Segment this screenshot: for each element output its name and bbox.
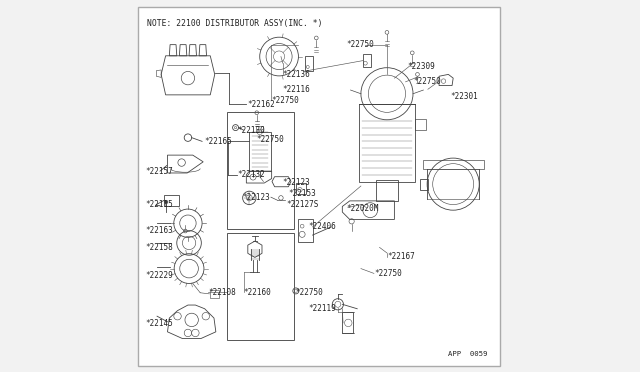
Text: *22750: *22750: [271, 96, 299, 105]
Text: *22160: *22160: [244, 288, 271, 296]
Bar: [376, 180, 398, 201]
Text: *22406: *22406: [309, 222, 337, 231]
Text: *22750: *22750: [346, 40, 374, 49]
Bar: [363, 54, 371, 67]
Bar: [227, 112, 294, 229]
Text: APP  0059: APP 0059: [449, 351, 488, 357]
Bar: [256, 126, 264, 132]
Text: *22229: *22229: [145, 271, 173, 280]
FancyBboxPatch shape: [138, 7, 500, 366]
Text: *22127S: *22127S: [287, 200, 319, 209]
Bar: [227, 232, 294, 340]
Bar: [305, 56, 312, 71]
Text: *22163: *22163: [145, 226, 173, 235]
Bar: [298, 219, 312, 242]
Text: *22130: *22130: [237, 126, 265, 135]
Bar: [422, 160, 484, 169]
Text: *22158: *22158: [145, 243, 173, 252]
Text: *22108: *22108: [209, 288, 236, 296]
Text: *22750: *22750: [257, 135, 285, 144]
Bar: [164, 195, 179, 206]
Text: *22020M: *22020M: [346, 204, 378, 213]
Text: *22115: *22115: [145, 200, 173, 209]
Text: *22162: *22162: [248, 100, 275, 109]
Text: *22157: *22157: [145, 167, 173, 176]
Text: NOTE: 22100 DISTRIBUTOR ASSY(INC. *): NOTE: 22100 DISTRIBUTOR ASSY(INC. *): [147, 19, 323, 28]
Text: *22123: *22123: [283, 178, 310, 187]
Text: *22165: *22165: [204, 137, 232, 146]
Circle shape: [164, 200, 168, 204]
Text: *22136: *22136: [283, 70, 310, 79]
Bar: [248, 132, 271, 171]
Bar: [342, 312, 353, 333]
Text: *22167: *22167: [387, 252, 415, 261]
Text: *22750: *22750: [374, 269, 402, 278]
Bar: [427, 199, 479, 214]
Text: *22153: *22153: [289, 189, 316, 198]
Bar: [420, 179, 428, 190]
Text: *22750: *22750: [296, 288, 324, 296]
Text: *22145: *22145: [145, 319, 173, 328]
Text: *22132: *22132: [237, 170, 265, 179]
Text: *22750: *22750: [413, 77, 441, 86]
Text: *22301: *22301: [450, 92, 478, 101]
Bar: [359, 104, 415, 182]
Text: *22116: *22116: [283, 85, 310, 94]
Text: *22123: *22123: [242, 193, 269, 202]
Bar: [296, 183, 306, 194]
Text: *22119: *22119: [309, 304, 337, 313]
Text: *22309: *22309: [408, 62, 435, 71]
